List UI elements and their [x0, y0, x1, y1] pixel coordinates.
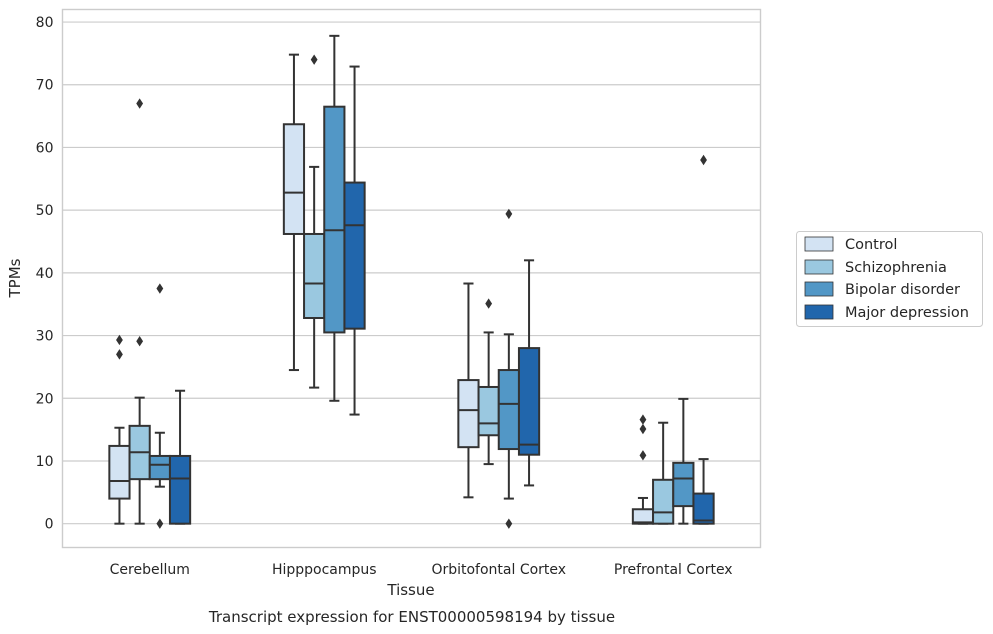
box: [631, 414, 655, 525]
box-iqr: [343, 181, 366, 330]
box: [497, 208, 520, 529]
box-iqr: [168, 454, 192, 525]
outlier-point: [156, 518, 164, 529]
y-tick-label: 20: [36, 391, 54, 407]
outlier-point: [639, 414, 647, 425]
legend-label-major-depression: Major depression: [845, 305, 969, 321]
box: [672, 397, 695, 525]
box: [282, 53, 306, 372]
box-iqr: [672, 461, 695, 508]
outlier-point: [639, 423, 647, 435]
box-iqr: [497, 369, 520, 451]
y-tick-label: 30: [36, 329, 54, 345]
legend-frame: [796, 231, 983, 327]
outlier-point: [505, 518, 513, 529]
box: [457, 282, 480, 499]
outlier-point: [485, 298, 493, 309]
box: [692, 154, 715, 525]
box: [128, 98, 151, 525]
y-tick-label: 80: [36, 15, 54, 31]
y-tick-label: 40: [36, 266, 54, 282]
legend-label-schizophrenia: Schizophrenia: [845, 260, 947, 276]
y-tick-label: 0: [45, 517, 54, 533]
box: [517, 259, 541, 487]
outlier-point: [310, 54, 318, 65]
x-axis-label: Tissue: [386, 581, 434, 599]
box-iqr: [652, 478, 675, 525]
box: [168, 389, 192, 525]
box: [148, 283, 171, 529]
x-tick-label: Hipppocampus: [272, 562, 377, 578]
box-iqr: [148, 454, 171, 481]
outlier-point: [116, 349, 123, 360]
plot-frame: [61, 8, 762, 549]
legend-swatch-control: [804, 236, 834, 252]
legend-label-control: Control: [845, 237, 897, 253]
outlier-point: [136, 336, 144, 347]
y-tick-label: 10: [36, 454, 54, 470]
legend: Control Schizophrenia Bipolar disorder M…: [796, 231, 983, 327]
box: [108, 334, 131, 525]
box: [652, 421, 675, 525]
legend-swatch-bipolar-disorder: [804, 281, 834, 297]
y-tick-label: 50: [36, 203, 54, 219]
box-iqr: [692, 492, 715, 525]
outlier-point: [136, 98, 144, 109]
outlier-point: [639, 450, 647, 461]
box-iqr: [303, 232, 326, 320]
box: [323, 34, 346, 402]
box: [477, 298, 500, 466]
gridlines: [62, 21, 761, 525]
legend-swatch-major-depression: [804, 304, 834, 320]
box: [343, 65, 366, 416]
box-iqr: [477, 385, 500, 437]
legend-swatch-schizophrenia: [804, 259, 834, 275]
outlier-point: [156, 283, 164, 294]
y-tick-labels: 0 10 20 30 40 50 60 70 80: [36, 15, 54, 533]
box: [303, 54, 326, 389]
chart-title: Transcript expression for ENST0000059819…: [208, 608, 615, 626]
x-tick-label: Cerebellum: [110, 562, 190, 578]
x-tick-labels: Cerebellum Hipppocampus Orbitofontal Corte…: [110, 562, 733, 578]
box-iqr: [108, 444, 131, 500]
outlier-point: [505, 208, 513, 220]
y-tick-label: 70: [36, 78, 54, 94]
box-iqr: [457, 379, 480, 449]
x-tick-label: Prefrontal Cortex: [614, 562, 733, 578]
y-tick-label: 60: [36, 140, 54, 156]
box-iqr: [323, 105, 346, 334]
outlier-point: [116, 334, 123, 346]
y-axis-label: TPMs: [6, 258, 24, 298]
x-tick-label: Orbitofontal Cortex: [431, 562, 566, 578]
legend-label-bipolar-disorder: Bipolar disorder: [845, 282, 960, 298]
outlier-point: [700, 154, 707, 166]
boxes-layer: [108, 34, 715, 529]
box-iqr: [517, 347, 541, 456]
box-iqr: [282, 123, 306, 235]
